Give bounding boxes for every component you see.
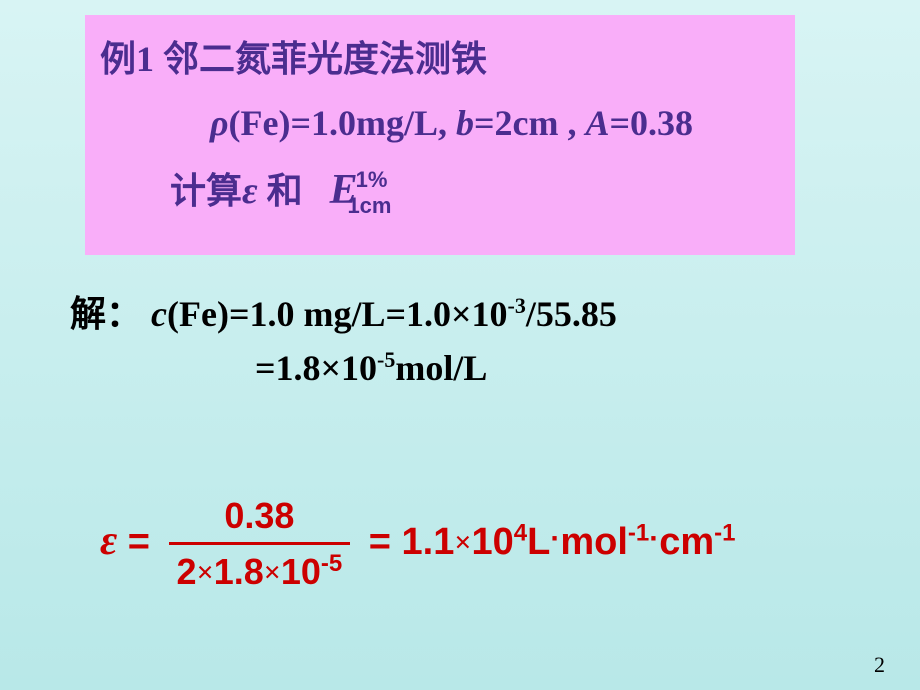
formula-block: ε = 0.38 2×1.8×10-5 = 1.1×104L·mol-1·cm-… [100, 495, 736, 593]
calc-prefix: 计算 [170, 171, 242, 211]
unit-mol: mol [560, 521, 628, 563]
b-value: =2cm , [474, 103, 585, 143]
line2-exp: -5 [377, 347, 395, 372]
result-10: 10 [471, 521, 513, 563]
solution-prefix: 解： [70, 294, 142, 334]
solution-line1: 解： c(Fe)=1.0 mg/L=1.0×10-3/55.85 [70, 285, 617, 337]
problem-calc: 计算ε 和 E1%1cm [170, 162, 780, 214]
page-number: 2 [874, 652, 885, 678]
equals-1: = [117, 521, 160, 563]
equals-result: = 1.1 [358, 521, 454, 563]
den-18: 1.8 [214, 551, 264, 592]
line2-start: =1.8×10 [255, 348, 377, 388]
numerator: 0.38 [169, 495, 351, 545]
e-subscript: 1cm [347, 193, 391, 218]
den-exp: -5 [321, 550, 342, 577]
line2-end: mol/L [395, 348, 487, 388]
den-times2: × [264, 556, 281, 589]
a-value: =0.38 [610, 103, 694, 143]
fe-text: (Fe)=1.0mg/L, [229, 103, 456, 143]
dot2: · [649, 522, 659, 555]
den-times1: × [197, 556, 214, 589]
denominator: 2×1.8×10-5 [169, 545, 351, 593]
solution-block: 解： c(Fe)=1.0 mg/L=1.0×10-3/55.85 =1.8×10… [70, 285, 617, 389]
b-symbol: b [456, 103, 474, 143]
problem-title: 例1 邻二氮菲光度法测铁 [100, 30, 780, 82]
problem-given: ρ(Fe)=1.0mg/L, b=2cm , A=0.38 [210, 102, 780, 144]
dot1: · [550, 522, 560, 555]
solution-line2: =1.8×10-5mol/L [255, 347, 617, 389]
fraction: 0.38 2×1.8×10-5 [169, 495, 351, 593]
line1-exp: -3 [508, 293, 526, 318]
e-superscript: 1% [356, 167, 388, 192]
den-10: 10 [281, 551, 321, 592]
epsilon-formula: ε [100, 518, 117, 564]
unit-cm: cm [659, 521, 714, 563]
result-times: × [454, 526, 471, 559]
problem-box: 例1 邻二氮菲光度法测铁 ρ(Fe)=1.0mg/L, b=2cm , A=0.… [85, 15, 795, 255]
a-symbol: A [586, 103, 610, 143]
result-exp4: 4 [514, 519, 527, 546]
line1-end: /55.85 [526, 294, 617, 334]
epsilon-symbol: ε [242, 170, 258, 212]
and-text: 和 [258, 171, 303, 211]
unit-L: L [527, 521, 550, 563]
den-2: 2 [177, 551, 197, 592]
rho-symbol: ρ [210, 103, 229, 143]
c-symbol: c [151, 294, 167, 334]
line1-rest: (Fe)=1.0 mg/L=1.0×10 [167, 294, 508, 334]
cm-exp: -1 [714, 519, 735, 546]
mol-exp: -1 [628, 519, 649, 546]
